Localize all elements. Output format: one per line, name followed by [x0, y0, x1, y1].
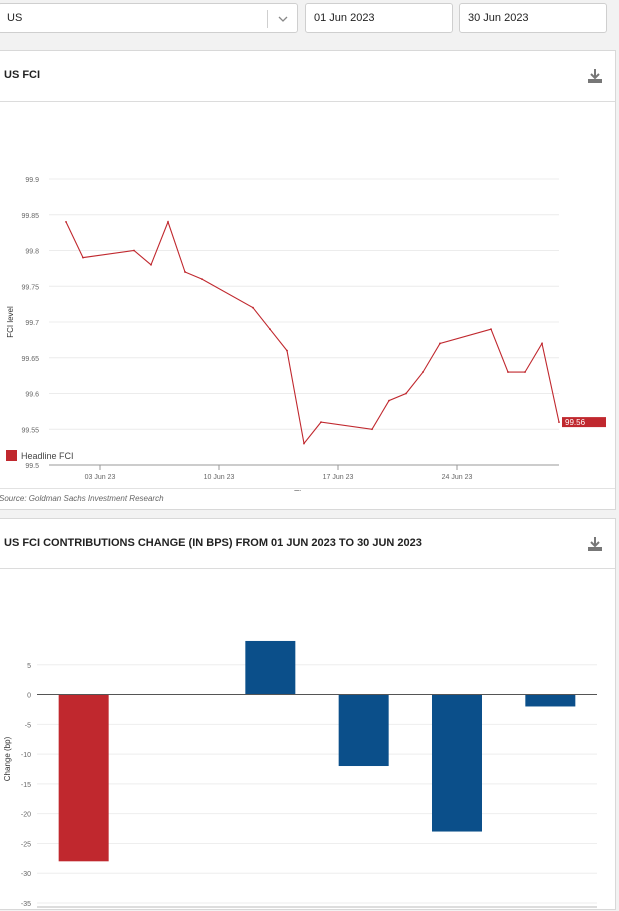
y-tick-label: 99.85: [21, 213, 39, 220]
fci-panel-title: US FCI: [4, 69, 41, 81]
x-tick-label: 10 Jun 23: [204, 474, 235, 481]
filter-bar: US 01 Jun 2023 30 Jun 2023: [0, 0, 619, 40]
fci-panel-header: US FCI: [0, 51, 615, 102]
end-date-value: 30 Jun 2023: [468, 12, 529, 24]
start-date-value: 01 Jun 2023: [314, 12, 375, 24]
start-date-input[interactable]: 01 Jun 2023: [305, 3, 453, 33]
data-point: [405, 392, 407, 395]
select-divider: [267, 10, 268, 28]
last-value-label: 99.56: [565, 418, 586, 427]
data-point: [388, 399, 390, 402]
data-point: [524, 371, 526, 373]
data-point: [507, 371, 509, 373]
data-point: [65, 221, 67, 223]
bar-equities: [432, 694, 482, 832]
contributions-panel-header: US FCI CONTRIBUTIONS CHANGE (IN BPS) FRO…: [0, 519, 615, 569]
data-point: [320, 421, 322, 423]
data-point: [422, 371, 424, 373]
data-point: [184, 271, 186, 273]
source-note: Source: Goldman Sachs Investment Researc…: [0, 494, 164, 503]
data-point: [490, 328, 492, 331]
region-select[interactable]: US: [0, 3, 298, 33]
bar-trade-weighted-fx: [525, 694, 576, 707]
x-tick-label: 03 Jun 23: [85, 474, 116, 481]
y-tick-label: -10: [21, 752, 31, 759]
legend-swatch: [6, 450, 17, 461]
y-tick-label: 99.9: [25, 177, 39, 184]
data-point: [201, 278, 203, 280]
data-point: [269, 328, 271, 331]
bar-long-rate: [245, 640, 296, 695]
contributions-panel: US FCI CONTRIBUTIONS CHANGE (IN BPS) FRO…: [0, 518, 616, 910]
y-tick-label: -35: [21, 901, 31, 908]
y-tick-label: 99.55: [21, 427, 39, 434]
download-icon[interactable]: [587, 68, 603, 84]
download-icon[interactable]: [587, 536, 603, 552]
data-point: [303, 442, 305, 445]
y-tick-label: 0: [27, 693, 31, 700]
region-select-value: US: [7, 12, 23, 24]
y-tick-label: 99.75: [21, 284, 39, 291]
y-tick-label: -30: [21, 871, 31, 878]
end-date-input[interactable]: 30 Jun 2023: [459, 3, 607, 33]
y-tick-label: 99.7: [25, 320, 39, 327]
data-point: [541, 342, 543, 345]
fci-line-chart: 99.5 99.55 99.6 99.65 99.7 99.75 99.8 99.85 99.9…: [6, 177, 606, 491]
contributions-panel-title: US FCI CONTRIBUTIONS CHANGE (IN BPS) FRO…: [4, 537, 422, 549]
y-tick-label: -15: [21, 782, 31, 789]
x-axis-title: Time: [294, 489, 314, 491]
y-axis-title: Change (bp): [3, 736, 12, 781]
data-point: [558, 421, 560, 423]
data-point: [252, 306, 254, 309]
data-point: [82, 256, 84, 259]
y-tick-label: -20: [21, 812, 31, 819]
data-point: [167, 221, 169, 223]
legend-label: Headline FCI: [21, 451, 74, 461]
data-point: [439, 342, 441, 345]
data-point: [133, 249, 135, 252]
chevron-down-icon: [278, 16, 288, 22]
series-line-headline-fci: [65, 220, 560, 445]
y-tick-label: -5: [25, 722, 31, 729]
data-point: [371, 428, 373, 431]
y-tick-label: 99.6: [25, 392, 39, 399]
source-divider: [0, 488, 615, 489]
data-point: [286, 349, 288, 352]
data-point: [150, 263, 152, 266]
x-tick-label: 24 Jun 23: [442, 474, 473, 481]
y-axis-title: FCI level: [6, 306, 15, 338]
fci-panel: US FCI 99.5 99.55 99.6 99.65 99.7 99.75 99.8 99…: [0, 50, 616, 510]
y-tick-label: 99.8: [25, 249, 39, 256]
y-tick-label: -25: [21, 841, 31, 848]
y-tick-label: 99.5: [25, 463, 39, 470]
bar-fci-nominal: [58, 694, 109, 862]
last-value-marker: [562, 417, 606, 428]
y-tick-label: 5: [27, 663, 31, 670]
x-tick-label: 17 Jun 23: [323, 474, 354, 481]
legend-item-headline-fci[interactable]: Headline FCI: [6, 450, 74, 461]
y-tick-label: 99.65: [21, 356, 39, 363]
bar-credit-spread: [338, 694, 389, 767]
